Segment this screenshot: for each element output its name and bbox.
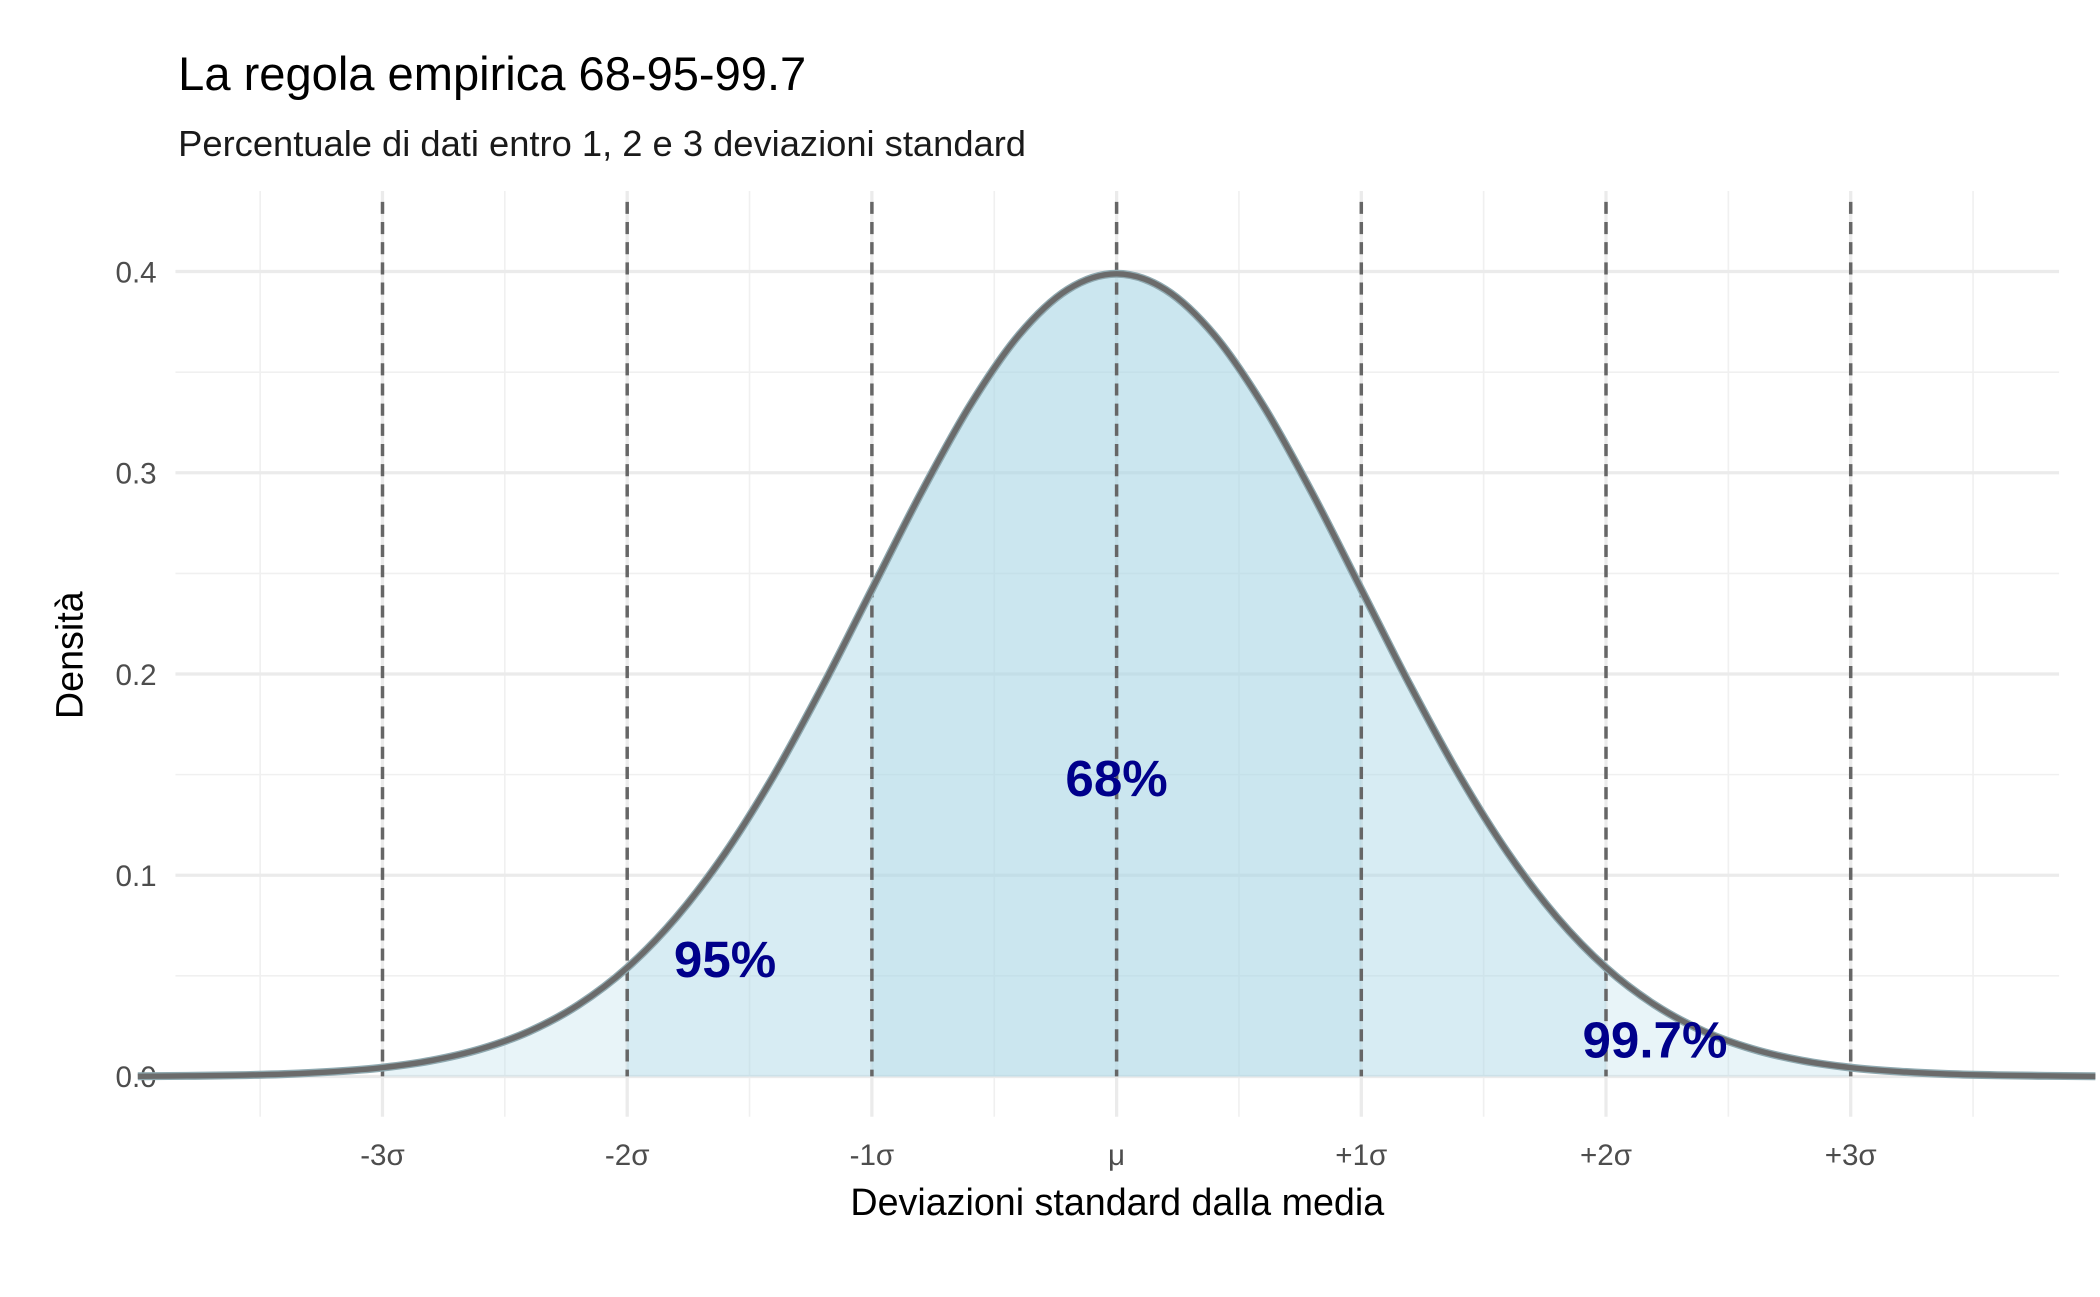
y-tick-label: 0.4: [116, 256, 157, 289]
chart-subtitle: Percentuale di dati entro 1, 2 e 3 devia…: [178, 123, 1026, 164]
x-tick-label: +1σ: [1335, 1139, 1387, 1172]
y-axis-title: Densità: [49, 591, 91, 719]
y-tick-label: 0.2: [116, 659, 157, 692]
x-tick-label: -3σ: [360, 1139, 405, 1172]
x-tick-label: +3σ: [1825, 1139, 1877, 1172]
y-tick-label: 0.3: [116, 458, 157, 491]
region-label: 95%: [674, 931, 776, 988]
x-tick-label: -2σ: [605, 1139, 650, 1172]
x-tick-label: +2σ: [1580, 1139, 1632, 1172]
region-label: 99.7%: [1582, 1012, 1727, 1069]
region-label: 68%: [1065, 750, 1167, 807]
x-tick-label: -1σ: [850, 1139, 895, 1172]
x-axis-title: Deviazioni standard dalla media: [850, 1181, 1384, 1223]
chart-title: La regola empirica 68-95-99.7: [178, 47, 806, 100]
y-tick-label: 0.1: [116, 860, 157, 893]
x-tick-label: μ: [1108, 1139, 1125, 1172]
density-curve: [137, 271, 2096, 1079]
